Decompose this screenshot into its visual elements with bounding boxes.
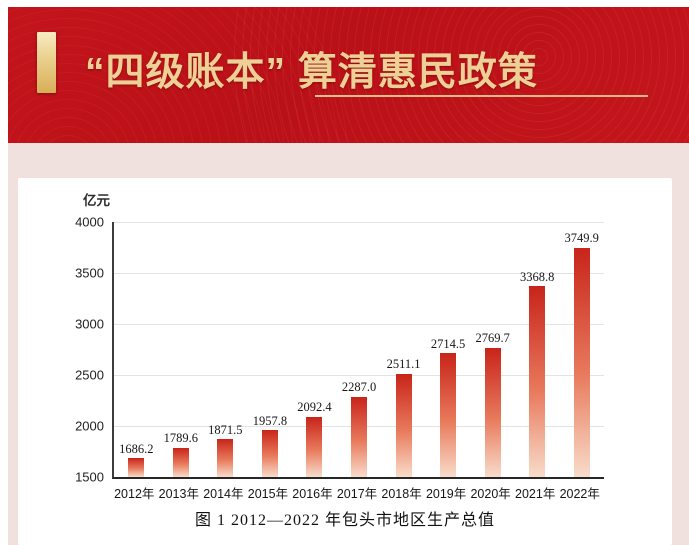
x-tick-label: 2013年 (158, 487, 199, 501)
bar (217, 439, 234, 477)
bar-value-label: 2092.4 (297, 400, 332, 415)
bar-value-label: 2769.7 (475, 331, 510, 345)
bar-value-label: 1871.5 (208, 422, 243, 437)
y-axis-unit-label: 亿元 (83, 193, 110, 208)
bar-slot: 2769.7 (470, 222, 515, 477)
bars-container: 1686.2 1789.6 1871.5 1957.8 2092.4 2287.0 2511… (114, 222, 604, 477)
bar-slot: 3749.9 (559, 222, 604, 477)
x-tick-label: 2018年 (381, 487, 422, 501)
x-tick-label: 2022年 (559, 487, 600, 501)
bar (440, 353, 457, 477)
x-tick-label: 2016年 (292, 487, 333, 501)
bar-slot: 1789.6 (159, 222, 204, 477)
x-tick-label: 2015年 (247, 487, 289, 501)
y-tick-label: 2000 (75, 418, 104, 434)
bar-slot: 2092.4 (292, 222, 337, 477)
y-tick-label: 2500 (75, 367, 104, 383)
bar-value-label: 1957.8 (252, 413, 288, 428)
bar-value-label: 3368.8 (520, 269, 555, 284)
y-tick-label: 3500 (75, 265, 104, 281)
x-tick-label: 2019年 (425, 487, 467, 501)
x-tick-label: 2021年 (515, 487, 556, 501)
header-banner: “四级账本” 算清惠民政策 (8, 7, 689, 143)
bar-value-label: 2714.5 (430, 336, 466, 351)
bar-chart-plot-area: 1686.2 1789.6 1871.5 1957.8 2092.4 2287.0 2511… (112, 222, 604, 479)
gridline (114, 222, 604, 223)
x-tick-label: 2012年 (114, 487, 155, 501)
x-axis-labels: 2012年 2013年 2014年 2015年 2016年 2017年 2018年 2019年… (112, 483, 602, 502)
y-tick-label: 1500 (75, 469, 104, 485)
bar (128, 458, 145, 477)
bar-slot: 2287.0 (337, 222, 382, 477)
bar-slot: 2714.5 (426, 222, 471, 477)
y-axis-labels: 4000 3500 3000 2500 2000 1500 (46, 215, 104, 485)
chart-card: 亿元 4000 3500 3000 2500 2000 1500 1686.2 1789.6… (18, 178, 672, 545)
title-underline (315, 95, 648, 97)
bar-slot: 1686.2 (114, 222, 159, 477)
bar-value-label: 1686.2 (119, 441, 154, 456)
x-tick-label: 2014年 (203, 487, 244, 501)
x-tick-label: 2020年 (470, 487, 511, 501)
bar (172, 447, 189, 477)
bar-slot: 2511.1 (381, 222, 426, 477)
bar-slot: 3368.8 (515, 222, 560, 477)
bar (395, 373, 412, 477)
bar-value-label: 2511.1 (386, 357, 421, 372)
banner-swirl-decoration (8, 7, 348, 143)
gridline (114, 324, 604, 325)
gridline (114, 273, 604, 274)
bar (573, 247, 590, 477)
bar-value-label: 1789.6 (163, 431, 198, 445)
bar-slot: 1871.5 (203, 222, 248, 477)
y-tick-label: 4000 (75, 214, 104, 230)
x-tick-label: 2017年 (336, 487, 378, 501)
bar (484, 347, 501, 477)
title-accent-bar (37, 32, 56, 93)
bar-slot: 1957.8 (248, 222, 293, 477)
gridline (114, 375, 604, 376)
bar (351, 396, 367, 477)
banner-title: “四级账本” 算清惠民政策 (85, 51, 538, 94)
banner-swirl-decoration (229, 7, 689, 143)
bar-value-label: 2287.0 (341, 380, 377, 395)
y-tick-label: 3000 (75, 316, 104, 332)
bar (306, 416, 323, 477)
bar-value-label: 3749.9 (564, 231, 599, 245)
chart-caption: 图 1 2012—2022 年包头市地区生产总值 (194, 512, 495, 529)
bar (529, 286, 546, 477)
bar (261, 430, 278, 477)
